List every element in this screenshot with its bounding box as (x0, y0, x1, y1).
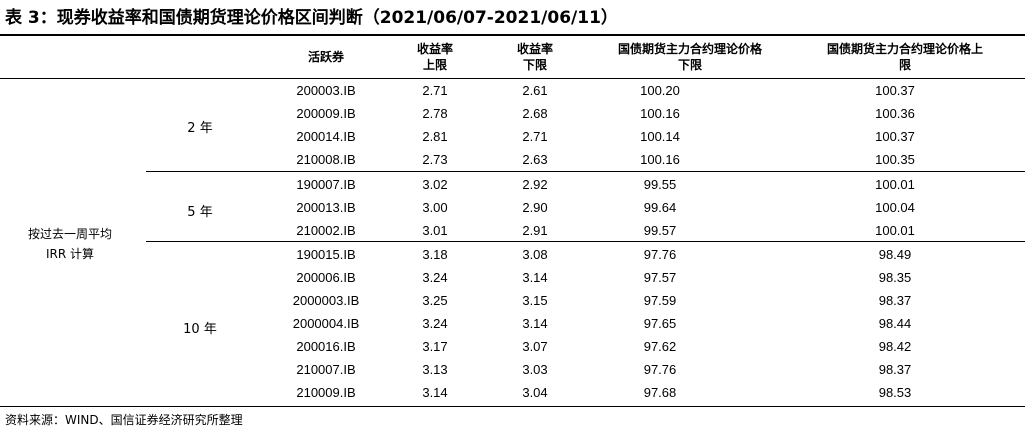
calculation-method: 按过去一周平均 IRR 计算 (27, 227, 112, 261)
header-rule (0, 78, 1025, 79)
yield-upper-cell: 2.73 (422, 152, 448, 167)
price-upper-cell: 98.37 (878, 362, 912, 377)
yield-lower-cell: 2.63 (522, 152, 548, 167)
yield-lower-cell: 3.04 (522, 385, 548, 400)
price-lower-cell: 100.16 (640, 106, 680, 121)
yield-lower-cell: 3.08 (522, 247, 548, 262)
price-lower-cell: 97.59 (643, 293, 677, 308)
source-note: 资料来源：WIND、国信证券经济研究所整理 (5, 413, 243, 427)
header-price-lower: 国债期货主力合约理论价格 下限 (617, 42, 762, 72)
title-rule (0, 34, 1025, 36)
price-upper-cell: 98.49 (878, 247, 912, 262)
yield-upper-cell: 3.13 (422, 362, 448, 377)
yield-upper-cell: 3.25 (422, 293, 448, 308)
yield-upper-cell: 3.01 (422, 223, 448, 238)
bond-cell: 2000003.IB (292, 293, 360, 308)
table-title: 表 3：现券收益率和国债期货理论价格区间判断（2021/06/07-2021/0… (5, 8, 618, 28)
yield-upper-cell: 2.81 (422, 129, 448, 144)
bond-cell: 200016.IB (296, 339, 356, 354)
price-upper-cell: 98.42 (878, 339, 912, 354)
price-lower-cell: 100.14 (640, 129, 680, 144)
yield-upper-cell: 3.24 (422, 316, 448, 331)
price-upper-cell: 100.04 (875, 200, 915, 215)
bond-cell: 200013.IB (296, 200, 356, 215)
price-lower-cell: 97.57 (643, 270, 677, 285)
bond-cell: 200006.IB (296, 270, 356, 285)
yield-lower-cell: 2.92 (522, 177, 548, 192)
bond-cell: 210008.IB (296, 152, 356, 167)
yield-lower-cell: 2.61 (522, 83, 548, 98)
group-label-10y: 10 年 (183, 322, 217, 337)
bond-cell: 200003.IB (296, 83, 356, 98)
header-bond: 活跃券 (307, 50, 344, 64)
price-lower-cell: 99.55 (643, 177, 677, 192)
price-lower-cell: 97.76 (643, 247, 677, 262)
group-label-5y: 5 年 (187, 205, 213, 220)
yield-lower-cell: 3.14 (522, 316, 548, 331)
yield-upper-cell: 2.78 (422, 106, 448, 121)
yield-upper-cell: 3.14 (422, 385, 448, 400)
price-lower-cell: 97.65 (643, 316, 677, 331)
yield-lower-cell: 3.03 (522, 362, 548, 377)
yield-upper-cell: 3.00 (422, 200, 448, 215)
yield-lower-cell: 3.14 (522, 270, 548, 285)
price-upper-cell: 100.01 (875, 223, 915, 238)
bond-cell: 210002.IB (296, 223, 356, 238)
header-yield-lower: 收益率 下限 (516, 42, 553, 72)
yield-lower-cell: 2.91 (522, 223, 548, 238)
yield-upper-cell: 3.17 (422, 339, 448, 354)
bond-cell: 200014.IB (296, 129, 356, 144)
group-label-2y: 2 年 (187, 121, 213, 136)
price-upper-cell: 98.53 (878, 385, 912, 400)
price-upper-cell: 100.37 (875, 83, 915, 98)
yield-lower-cell: 3.07 (522, 339, 548, 354)
table-bottom-rule (0, 406, 1025, 407)
price-upper-cell: 100.36 (875, 106, 915, 121)
yield-upper-cell: 3.02 (422, 177, 448, 192)
header-price-upper: 国债期货主力合约理论价格上 限 (826, 42, 983, 72)
bond-cell: 190015.IB (296, 247, 356, 262)
yield-lower-cell: 2.68 (522, 106, 548, 121)
price-upper-cell: 98.35 (878, 270, 912, 285)
bond-cell: 190007.IB (296, 177, 356, 192)
price-upper-cell: 98.44 (878, 316, 912, 331)
price-upper-cell: 100.37 (875, 129, 915, 144)
price-lower-cell: 97.62 (643, 339, 677, 354)
bond-cell: 210009.IB (296, 385, 356, 400)
yield-lower-cell: 3.15 (522, 293, 548, 308)
yield-upper-cell: 3.24 (422, 270, 448, 285)
yield-lower-cell: 2.90 (522, 200, 548, 215)
header-yield-upper: 收益率 上限 (416, 42, 453, 72)
price-upper-cell: 100.01 (875, 177, 915, 192)
price-lower-cell: 100.16 (640, 152, 680, 167)
price-lower-cell: 100.20 (640, 83, 680, 98)
bond-cell: 210007.IB (296, 362, 356, 377)
group-separator (146, 171, 1025, 172)
bond-cell: 2000004.IB (292, 316, 360, 331)
yield-lower-cell: 2.71 (522, 129, 548, 144)
price-upper-cell: 100.35 (875, 152, 915, 167)
price-lower-cell: 99.64 (643, 200, 677, 215)
price-upper-cell: 98.37 (878, 293, 912, 308)
yield-upper-cell: 3.18 (422, 247, 448, 262)
price-lower-cell: 97.76 (643, 362, 677, 377)
group-separator (146, 241, 1025, 242)
bond-cell: 200009.IB (296, 106, 356, 121)
price-lower-cell: 97.68 (643, 385, 677, 400)
yield-upper-cell: 2.71 (422, 83, 448, 98)
price-lower-cell: 99.57 (643, 223, 677, 238)
